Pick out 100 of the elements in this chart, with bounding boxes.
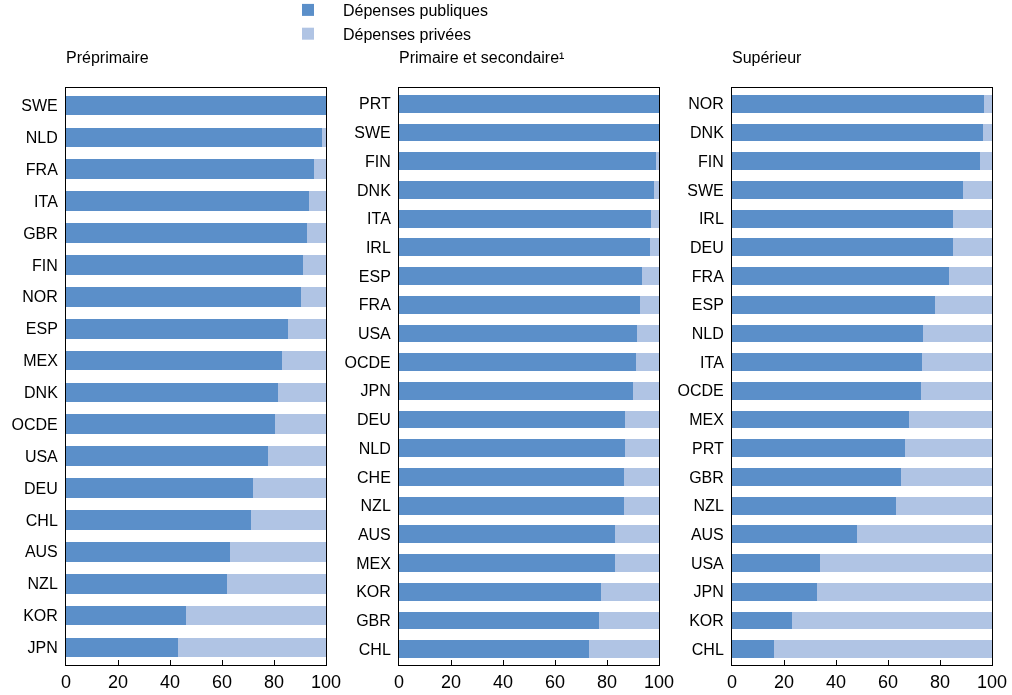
bar	[399, 324, 637, 343]
bar	[732, 181, 964, 199]
y-tick-label: ESP	[358, 267, 391, 285]
y-tick-label: SWE	[21, 97, 58, 115]
bar	[639, 295, 659, 314]
bar	[399, 525, 615, 544]
bar	[66, 95, 326, 116]
y-tick-label: SWE	[687, 181, 724, 199]
bar	[732, 152, 981, 171]
bar	[399, 209, 652, 228]
chart-title: Supérieur	[732, 48, 803, 66]
bar	[302, 255, 326, 275]
bar	[66, 318, 289, 339]
y-tick-label: NOR	[22, 288, 58, 306]
bar	[923, 324, 992, 343]
y-tick-label: FRA	[358, 296, 392, 314]
bar	[908, 410, 992, 429]
y-tick-label: ESP	[25, 320, 58, 338]
y-tick-label: JPN	[693, 583, 724, 601]
y-tick-label: CHL	[25, 511, 58, 529]
bar	[399, 181, 654, 199]
x-tick-label: 0	[60, 671, 72, 692]
y-tick-label: DEU	[690, 238, 724, 256]
bar	[185, 605, 326, 626]
y-tick-label: NOR	[688, 95, 724, 113]
x-tick-label: 60	[211, 671, 233, 692]
bar	[588, 640, 659, 659]
bar	[949, 267, 992, 285]
y-tick-label: GBR	[689, 468, 724, 486]
bar	[614, 554, 659, 572]
bar	[732, 410, 909, 429]
bar	[732, 94, 985, 113]
y-tick-label: GBR	[23, 224, 58, 242]
y-tick-label: FRA	[25, 160, 59, 178]
x-tick-label: 40	[825, 671, 847, 692]
y-tick-label: NLD	[358, 439, 391, 457]
bar	[399, 381, 633, 400]
bar	[636, 324, 659, 343]
bar	[635, 353, 659, 372]
y-tick-label: FIN	[365, 152, 391, 170]
x-tick-label: 20	[773, 671, 795, 692]
y-tick-label: FIN	[698, 152, 724, 170]
y-tick-label: USA	[690, 554, 725, 572]
bar	[732, 582, 817, 601]
bar	[732, 468, 901, 486]
bar	[399, 295, 640, 314]
bar	[399, 410, 626, 429]
bar	[399, 238, 650, 257]
x-tick-label: 80	[596, 671, 618, 692]
bar	[599, 611, 659, 630]
bar	[227, 573, 326, 594]
bar	[895, 496, 992, 515]
y-tick-label: FIN	[32, 256, 58, 274]
y-tick-label: IRL	[365, 238, 391, 256]
bar	[732, 381, 921, 400]
bar	[66, 541, 230, 562]
y-tick-label: OCDE	[677, 382, 724, 400]
bar	[642, 267, 659, 285]
y-tick-label: KOR	[23, 607, 58, 625]
y-tick-label: CHL	[691, 640, 724, 658]
bar	[399, 439, 626, 458]
y-tick-label: NLD	[25, 129, 58, 147]
bar	[904, 439, 992, 458]
x-tick-label: 0	[393, 671, 405, 692]
bar	[66, 478, 254, 498]
y-tick-label: NLD	[691, 325, 724, 343]
bar	[229, 541, 326, 562]
y-tick-label: OCDE	[11, 415, 58, 433]
bar	[399, 582, 601, 601]
bar	[732, 439, 905, 458]
bar	[399, 152, 657, 171]
bar	[625, 439, 659, 458]
bar	[732, 353, 922, 372]
y-tick-label: AUS	[357, 525, 391, 543]
y-tick-label: DNK	[24, 384, 59, 402]
legend-label: Dépenses publiques	[343, 2, 488, 20]
bar	[314, 159, 326, 180]
y-tick-label: CHL	[358, 640, 391, 658]
bar	[399, 353, 636, 372]
bar	[66, 637, 178, 658]
bar	[623, 468, 659, 486]
y-tick-label: AUS	[690, 525, 724, 543]
x-tick-label: 20	[440, 671, 462, 692]
y-tick-label: NZL	[27, 575, 58, 593]
bar	[399, 611, 600, 630]
y-tick-label: PRT	[359, 95, 392, 113]
bar	[773, 640, 992, 659]
bar	[921, 353, 992, 372]
bar	[980, 152, 992, 171]
bar	[288, 318, 326, 339]
bar	[250, 510, 326, 530]
x-tick-label: 0	[726, 671, 738, 692]
y-tick-label: OCDE	[344, 353, 391, 371]
chart-title: Préprimaire	[66, 48, 149, 66]
bar	[732, 267, 950, 285]
bar	[982, 123, 992, 142]
y-tick-label: MEX	[689, 411, 725, 429]
bar	[306, 223, 326, 243]
bar	[66, 382, 278, 403]
y-tick-label: PRT	[692, 439, 725, 457]
